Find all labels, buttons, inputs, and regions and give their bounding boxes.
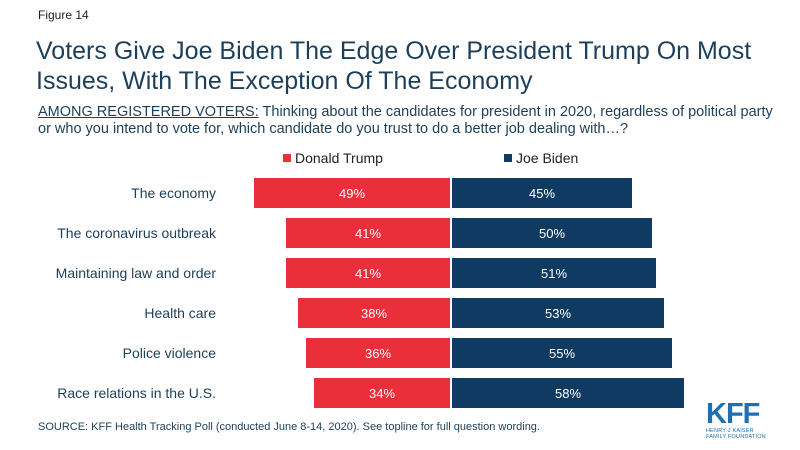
bar-biden-row-1 [452, 178, 632, 208]
value-label-biden-row-5: 55% [549, 346, 575, 361]
bar-trump-row-4 [298, 298, 450, 328]
value-label-trump-row-1: 49% [339, 186, 365, 201]
figure-label: Figure 14 [38, 8, 89, 22]
value-label-biden-row-6: 58% [555, 386, 581, 401]
bar-trump-row-5 [306, 338, 450, 368]
bar-trump-row-2 [286, 218, 450, 248]
category-label-row-2: The coronavirus outbreak [57, 225, 217, 241]
bar-biden-row-4 [452, 298, 664, 328]
category-label-row-3: Maintaining law and order [56, 265, 217, 281]
value-label-trump-row-4: 38% [361, 306, 387, 321]
value-label-biden-row-4: 53% [545, 306, 571, 321]
legend-item-trump: Donald Trump [283, 150, 383, 166]
legend-label-trump: Donald Trump [295, 150, 383, 166]
category-label-row-6: Race relations in the U.S. [57, 385, 216, 401]
legend-swatch-trump [283, 154, 291, 162]
question-prefix: AMONG REGISTERED VOTERS: [38, 104, 259, 120]
source-note: SOURCE: KFF Health Tracking Poll (conduc… [38, 421, 540, 433]
value-label-trump-row-6: 34% [369, 386, 395, 401]
value-label-biden-row-2: 50% [539, 226, 565, 241]
category-label-row-5: Police violence [123, 345, 217, 361]
logo-line-2: FAMILY FOUNDATION [706, 434, 766, 440]
value-label-trump-row-5: 36% [365, 346, 391, 361]
logo-mark: KFF [706, 398, 760, 430]
value-label-biden-row-3: 51% [541, 266, 567, 281]
bar-trump-row-3 [286, 258, 450, 288]
legend-swatch-biden [504, 154, 512, 162]
legend-label-biden: Joe Biden [516, 150, 579, 166]
question-text: AMONG REGISTERED VOTERS: Thinking about … [38, 104, 778, 138]
chart-title: Voters Give Joe Biden The Edge Over Pres… [36, 37, 752, 95]
logo-line-1: HENRY J KAISER [706, 428, 754, 434]
question-body: Thinking about the candidates for presid… [38, 104, 773, 137]
bar-biden-row-2 [452, 218, 652, 248]
value-label-trump-row-3: 41% [355, 266, 381, 281]
bar-biden-row-3 [452, 258, 656, 288]
category-label-row-4: Health care [144, 305, 216, 321]
bar-trump-row-1 [254, 178, 450, 208]
bar-trump-row-6 [314, 378, 450, 408]
value-label-trump-row-2: 41% [355, 226, 381, 241]
kff-logo: KFF HENRY J KAISER FAMILY FOUNDATION [706, 398, 772, 441]
value-label-biden-row-1: 45% [529, 186, 555, 201]
legend-item-biden: Joe Biden [504, 150, 578, 166]
category-label-row-1: The economy [131, 185, 216, 201]
bar-biden-row-5 [452, 338, 672, 368]
bar-biden-row-6 [452, 378, 684, 408]
